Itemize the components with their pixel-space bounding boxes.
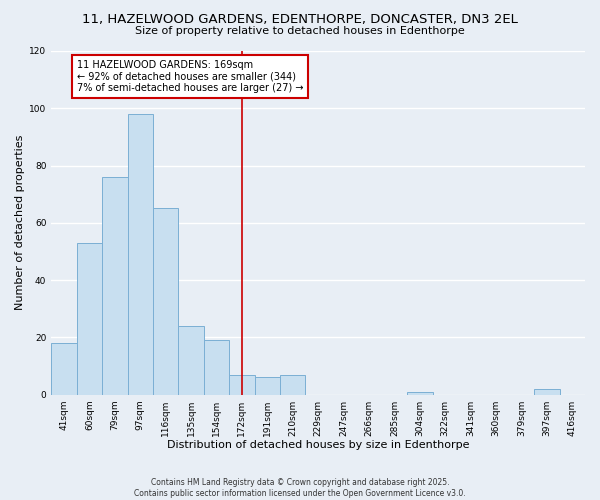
Text: 11 HAZELWOOD GARDENS: 169sqm
← 92% of detached houses are smaller (344)
7% of se: 11 HAZELWOOD GARDENS: 169sqm ← 92% of de… xyxy=(77,60,303,93)
Bar xyxy=(153,208,178,394)
Y-axis label: Number of detached properties: Number of detached properties xyxy=(15,135,25,310)
Bar xyxy=(229,374,254,394)
X-axis label: Distribution of detached houses by size in Edenthorpe: Distribution of detached houses by size … xyxy=(167,440,469,450)
Bar xyxy=(178,326,204,394)
Bar xyxy=(204,340,229,394)
Text: Contains HM Land Registry data © Crown copyright and database right 2025.
Contai: Contains HM Land Registry data © Crown c… xyxy=(134,478,466,498)
Bar xyxy=(128,114,153,394)
Text: 11, HAZELWOOD GARDENS, EDENTHORPE, DONCASTER, DN3 2EL: 11, HAZELWOOD GARDENS, EDENTHORPE, DONCA… xyxy=(82,12,518,26)
Bar xyxy=(77,243,102,394)
Bar xyxy=(534,389,560,394)
Bar xyxy=(51,343,77,394)
Bar xyxy=(254,378,280,394)
Bar xyxy=(102,177,128,394)
Text: Size of property relative to detached houses in Edenthorpe: Size of property relative to detached ho… xyxy=(135,26,465,36)
Bar xyxy=(280,374,305,394)
Bar xyxy=(407,392,433,394)
